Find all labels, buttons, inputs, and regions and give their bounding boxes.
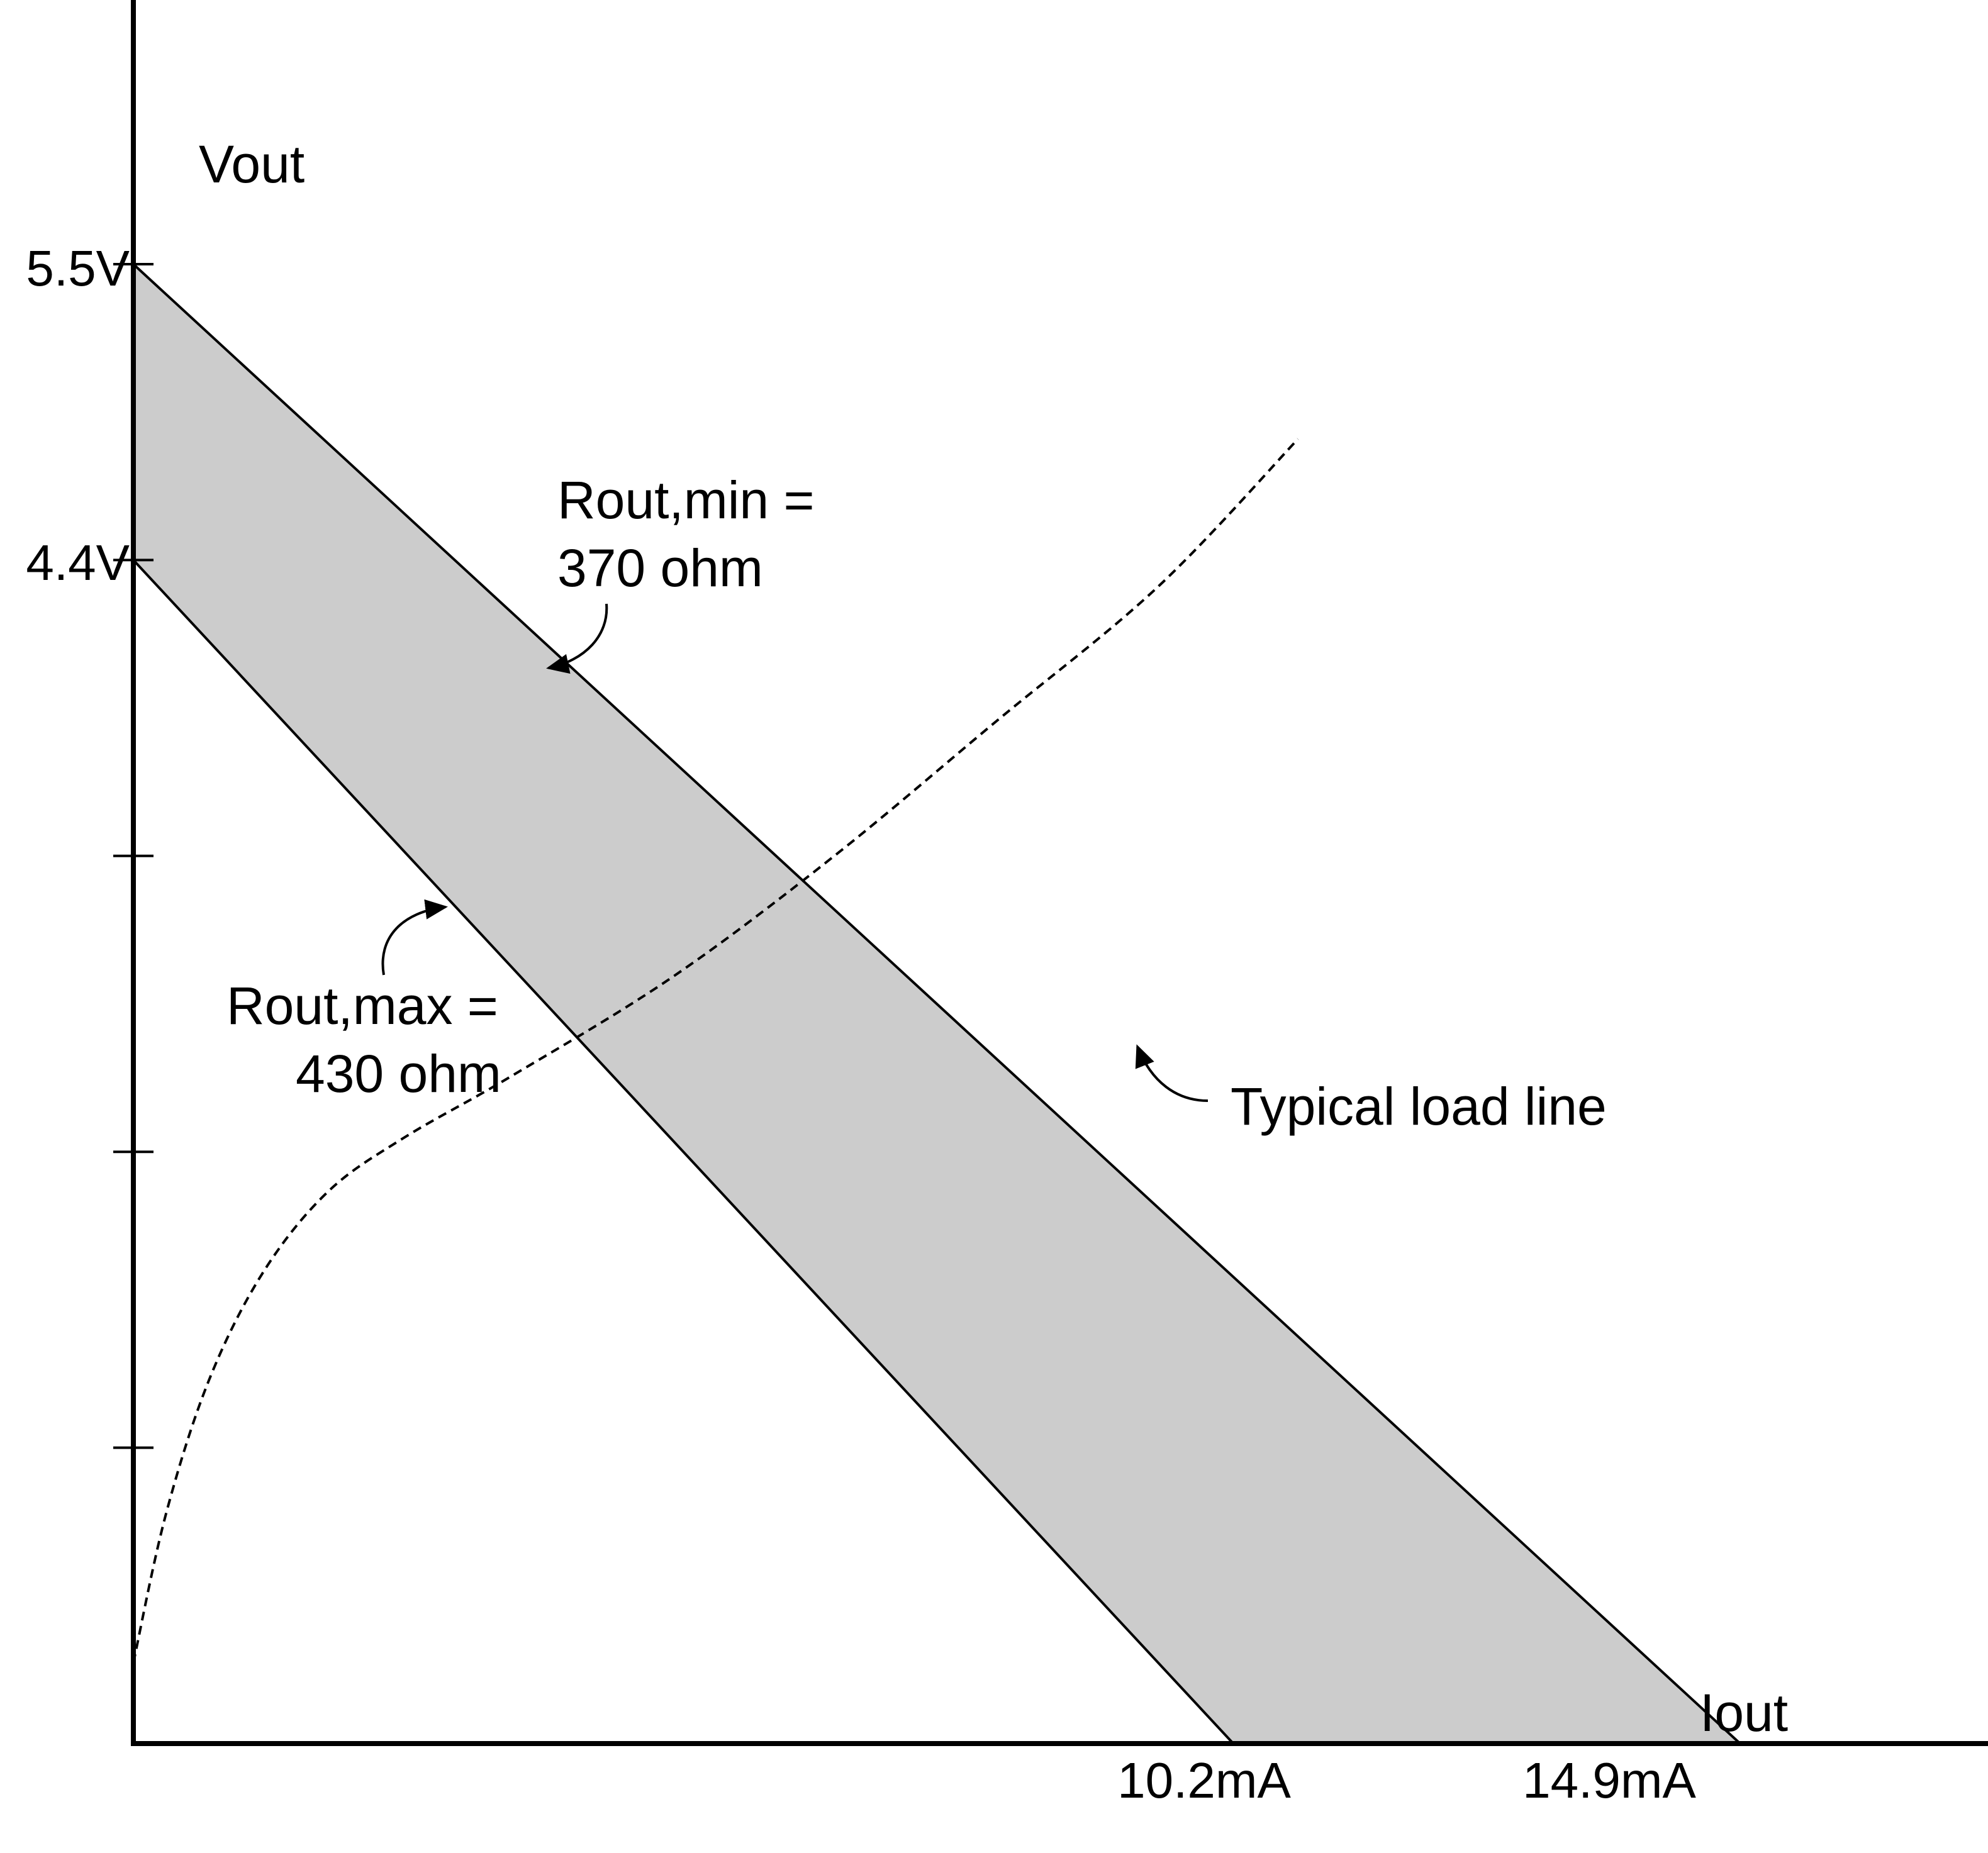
- load-line-annotation: Typical load line: [1135, 1044, 1607, 1136]
- rout-min-label-line-2: 370 ohm: [557, 538, 763, 598]
- rout-max-pointer-arrow-icon: [381, 899, 448, 976]
- rout-max-annotation: Rout,max = 430 ohm: [226, 899, 501, 1103]
- rout-max-label-line-1: Rout,max =: [226, 976, 498, 1035]
- rout-min-pointer-arrow-icon: [546, 603, 608, 674]
- y-tick-label-5-5v: 5.5V: [26, 240, 130, 296]
- load-line-pointer-arrow-icon: [1135, 1044, 1209, 1102]
- y-tick-label-4-4v: 4.4V: [26, 535, 130, 591]
- x-axis: [131, 1741, 1988, 1746]
- rout-min-annotation: Rout,min = 370 ohm: [546, 470, 815, 674]
- typical-load-line-label: Typical load line: [1231, 1077, 1607, 1136]
- x-tick-label-14-9ma: 14.9mA: [1522, 1752, 1696, 1808]
- rout-max-line: [132, 559, 1234, 1745]
- typical-load-line: [132, 438, 1299, 1664]
- x-axis-label: Iout: [1700, 1683, 1788, 1742]
- x-tick-label-10-2ma: 10.2mA: [1117, 1752, 1291, 1808]
- y-tick-group: [113, 263, 154, 1449]
- y-axis: [113, 0, 154, 1746]
- y-axis-label: Vout: [199, 135, 304, 194]
- rout-min-line: [132, 263, 1741, 1745]
- rout-max-label-line-2: 430 ohm: [296, 1044, 501, 1103]
- rout-min-label-line-1: Rout,min =: [557, 470, 815, 530]
